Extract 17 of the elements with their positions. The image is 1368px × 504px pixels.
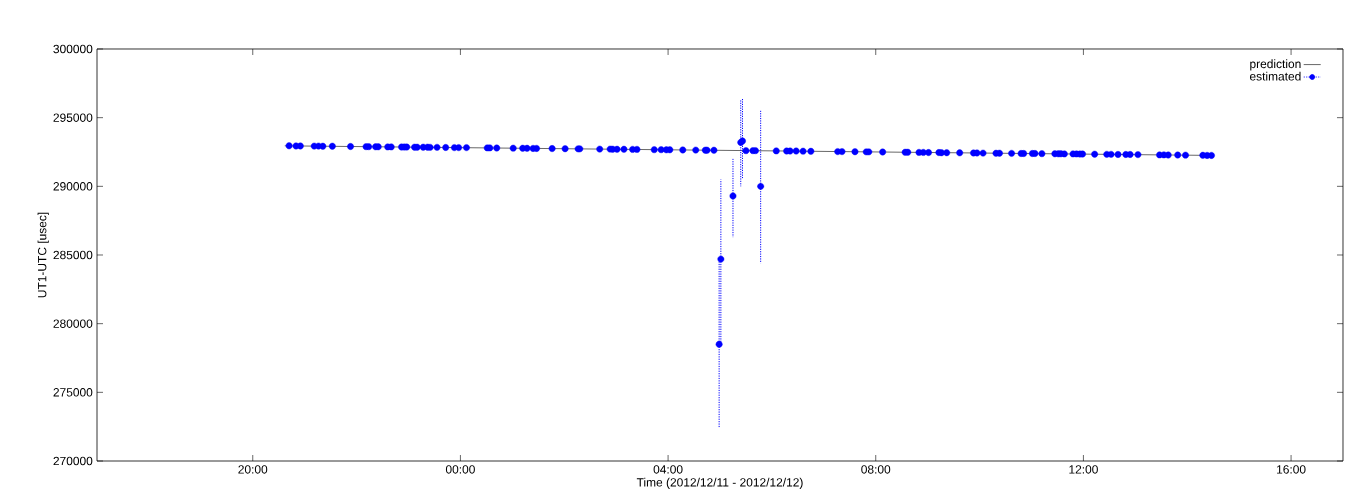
legend-label: estimated — [1249, 71, 1301, 81]
y-tick-label: 290000 — [53, 182, 93, 191]
y-tick-label: 300000 — [53, 44, 93, 54]
legend-label: prediction — [1250, 59, 1301, 71]
x-tick-label: 04:00 — [653, 465, 683, 474]
y-tick-label: 295000 — [53, 113, 93, 122]
x-tick-label: 16:00 — [1277, 465, 1306, 474]
y-tick-label: 275000 — [53, 388, 93, 397]
y-tick-label: 270000 — [53, 456, 93, 466]
y-tick-label: 285000 — [53, 250, 93, 260]
x-tick-label: 00:00 — [445, 465, 475, 474]
y-tick-label: 280000 — [53, 319, 93, 328]
y-axis-title: UT1-UTC [usec] — [37, 212, 49, 298]
x-tick-label: 12:00 — [1069, 465, 1098, 474]
x-tick-label: 08:00 — [861, 465, 891, 474]
x-tick-label: 20:00 — [238, 465, 268, 474]
x-axis-title: Time (2012/12/11 - 2012/12/12) — [636, 477, 803, 489]
